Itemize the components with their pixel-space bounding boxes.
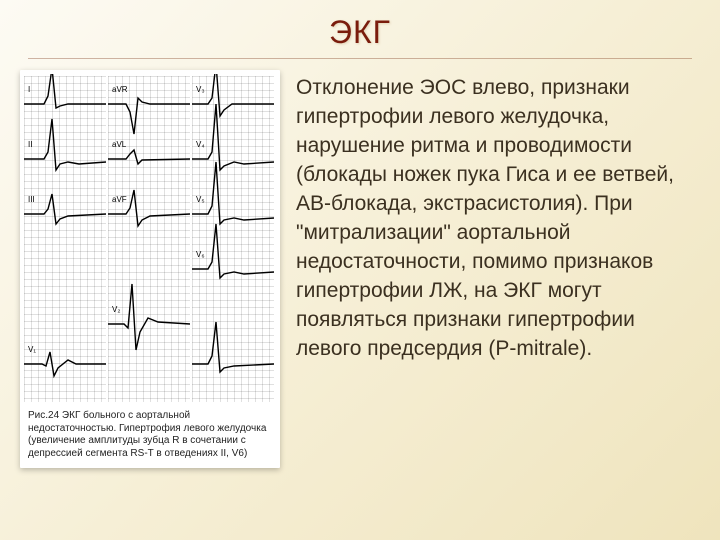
slide: ЭКГ IIIIIIV₁aVRaVLaVFV₂V₃V₄V₅V₆ Рис.24 Э… [0,0,720,540]
ecg-lead-label: V₃ [196,86,205,94]
ecg-trace [24,194,106,224]
ecg-lead-label: aVR [112,86,128,94]
ecg-lead-label: aVL [112,141,126,149]
text-column: Отклонение ЭОС влево, признаки гипертроф… [296,70,700,520]
ecg-lead-label: aVF [112,196,127,204]
ecg-trace [108,98,190,134]
title-wrap: ЭКГ [0,14,720,51]
body-text: Отклонение ЭОС влево, признаки гипертроф… [296,74,700,364]
slide-title: ЭКГ [329,14,391,51]
ecg-trace [192,74,274,116]
ecg-traces-svg [24,74,106,404]
ecg-trace [24,119,106,170]
figure-caption: Рис.24 ЭКГ больного с аортальной недоста… [24,404,276,464]
ecg-trace [24,74,106,108]
ecg-lead-label: V₁ [28,346,36,354]
ecg-figure: IIIIIIV₁aVRaVLaVFV₂V₃V₄V₅V₆ Рис.24 ЭКГ б… [20,70,280,468]
figure-column: IIIIIIV₁aVRaVLaVFV₂V₃V₄V₅V₆ Рис.24 ЭКГ б… [20,70,280,520]
ecg-trace [108,150,190,164]
ecg-trace [192,322,274,372]
ecg-panel: IIIIIIV₁aVRaVLaVFV₂V₃V₄V₅V₆ [24,74,276,404]
ecg-lead-label: V₂ [112,306,120,314]
ecg-lead-label: III [28,196,35,204]
title-underline [28,58,692,59]
ecg-lead-label: V₆ [196,251,205,259]
ecg-lead-label: II [28,141,32,149]
ecg-lead-label: I [28,86,30,94]
ecg-lead-label: V₄ [196,141,205,149]
ecg-trace [108,284,190,350]
ecg-traces-svg [192,74,274,404]
ecg-traces-svg [108,74,190,404]
ecg-trace [24,352,106,376]
ecg-lead-label: V₅ [196,196,205,204]
ecg-trace [192,104,274,170]
content-row: IIIIIIV₁aVRaVLaVFV₂V₃V₄V₅V₆ Рис.24 ЭКГ б… [20,70,700,520]
ecg-trace [192,162,274,224]
